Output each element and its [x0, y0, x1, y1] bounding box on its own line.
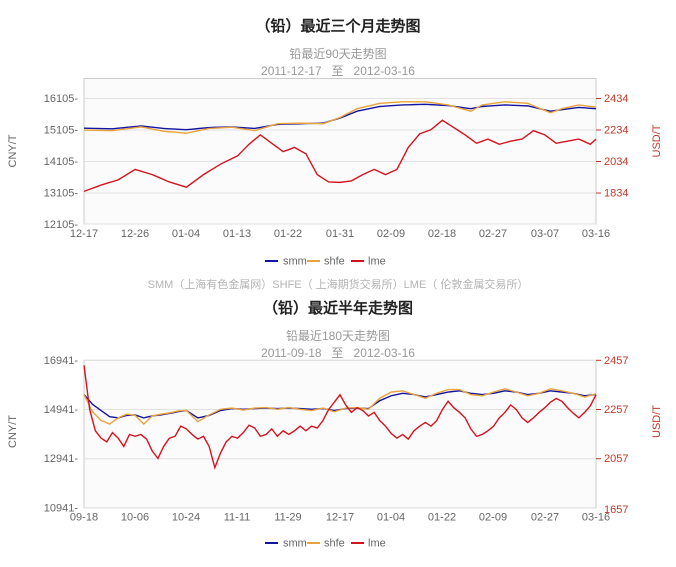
- svg-text:2434: 2434: [604, 93, 628, 105]
- svg-text:02-09: 02-09: [377, 228, 405, 240]
- svg-text:USD/T: USD/T: [651, 124, 663, 157]
- svg-text:smm: smm: [283, 256, 307, 268]
- svg-text:01-31: 01-31: [326, 228, 354, 240]
- svg-text:2057: 2057: [604, 453, 628, 465]
- svg-text:2234: 2234: [604, 125, 628, 137]
- svg-text:1834: 1834: [604, 188, 628, 200]
- svg-text:lme: lme: [368, 256, 386, 268]
- svg-text:12-26: 12-26: [121, 228, 149, 240]
- svg-text:2034: 2034: [604, 156, 628, 168]
- svg-text:16941-: 16941-: [44, 355, 79, 367]
- svg-text:14941-: 14941-: [44, 404, 79, 416]
- svg-text:01-04: 01-04: [377, 512, 405, 524]
- svg-text:14105-: 14105-: [44, 156, 79, 168]
- svg-text:15105-: 15105-: [44, 125, 79, 137]
- svg-text:16105-: 16105-: [44, 93, 79, 105]
- svg-text:03-16: 03-16: [582, 228, 610, 240]
- svg-text:09-18: 09-18: [70, 512, 98, 524]
- svg-text:10-24: 10-24: [172, 512, 200, 524]
- svg-text:02-18: 02-18: [428, 228, 456, 240]
- svg-text:lme: lme: [368, 538, 386, 550]
- svg-text:03-07: 03-07: [531, 228, 559, 240]
- svg-text:12-17: 12-17: [70, 228, 98, 240]
- svg-text:01-22: 01-22: [428, 512, 456, 524]
- svg-text:2457: 2457: [604, 355, 628, 367]
- svg-text:12941-: 12941-: [44, 453, 79, 465]
- svg-text:03-16: 03-16: [582, 512, 610, 524]
- svg-text:13105-: 13105-: [44, 188, 79, 200]
- svg-text:01-04: 01-04: [172, 228, 200, 240]
- svg-text:CNY/T: CNY/T: [7, 415, 19, 448]
- svg-text:smm: smm: [283, 538, 307, 550]
- svg-text:10-06: 10-06: [121, 512, 149, 524]
- svg-text:11-11: 11-11: [224, 512, 251, 524]
- svg-text:shfe: shfe: [324, 256, 345, 268]
- svg-text:CNY/T: CNY/T: [7, 134, 19, 167]
- svg-text:shfe: shfe: [324, 538, 345, 550]
- svg-text:2257: 2257: [604, 404, 628, 416]
- svg-text:02-09: 02-09: [479, 512, 507, 524]
- svg-text:11-29: 11-29: [274, 512, 301, 524]
- svg-text:12-17: 12-17: [326, 512, 354, 524]
- svg-text:02-27: 02-27: [531, 512, 559, 524]
- svg-text:01-22: 01-22: [274, 228, 302, 240]
- svg-text:01-13: 01-13: [223, 228, 251, 240]
- svg-text:02-27: 02-27: [479, 228, 507, 240]
- svg-text:USD/T: USD/T: [651, 405, 663, 438]
